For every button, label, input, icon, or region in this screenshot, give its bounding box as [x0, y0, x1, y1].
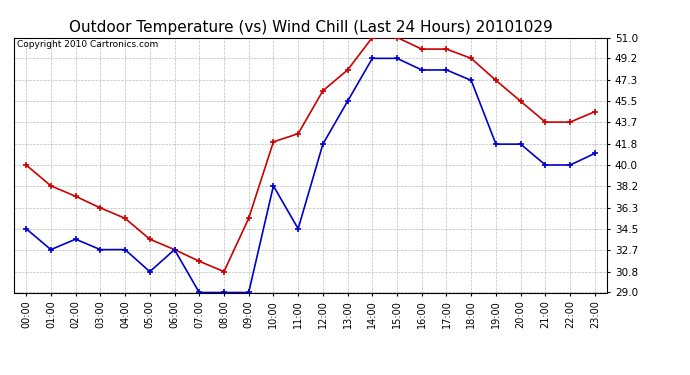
Title: Outdoor Temperature (vs) Wind Chill (Last 24 Hours) 20101029: Outdoor Temperature (vs) Wind Chill (Las…: [68, 20, 553, 35]
Text: Copyright 2010 Cartronics.com: Copyright 2010 Cartronics.com: [17, 40, 158, 49]
